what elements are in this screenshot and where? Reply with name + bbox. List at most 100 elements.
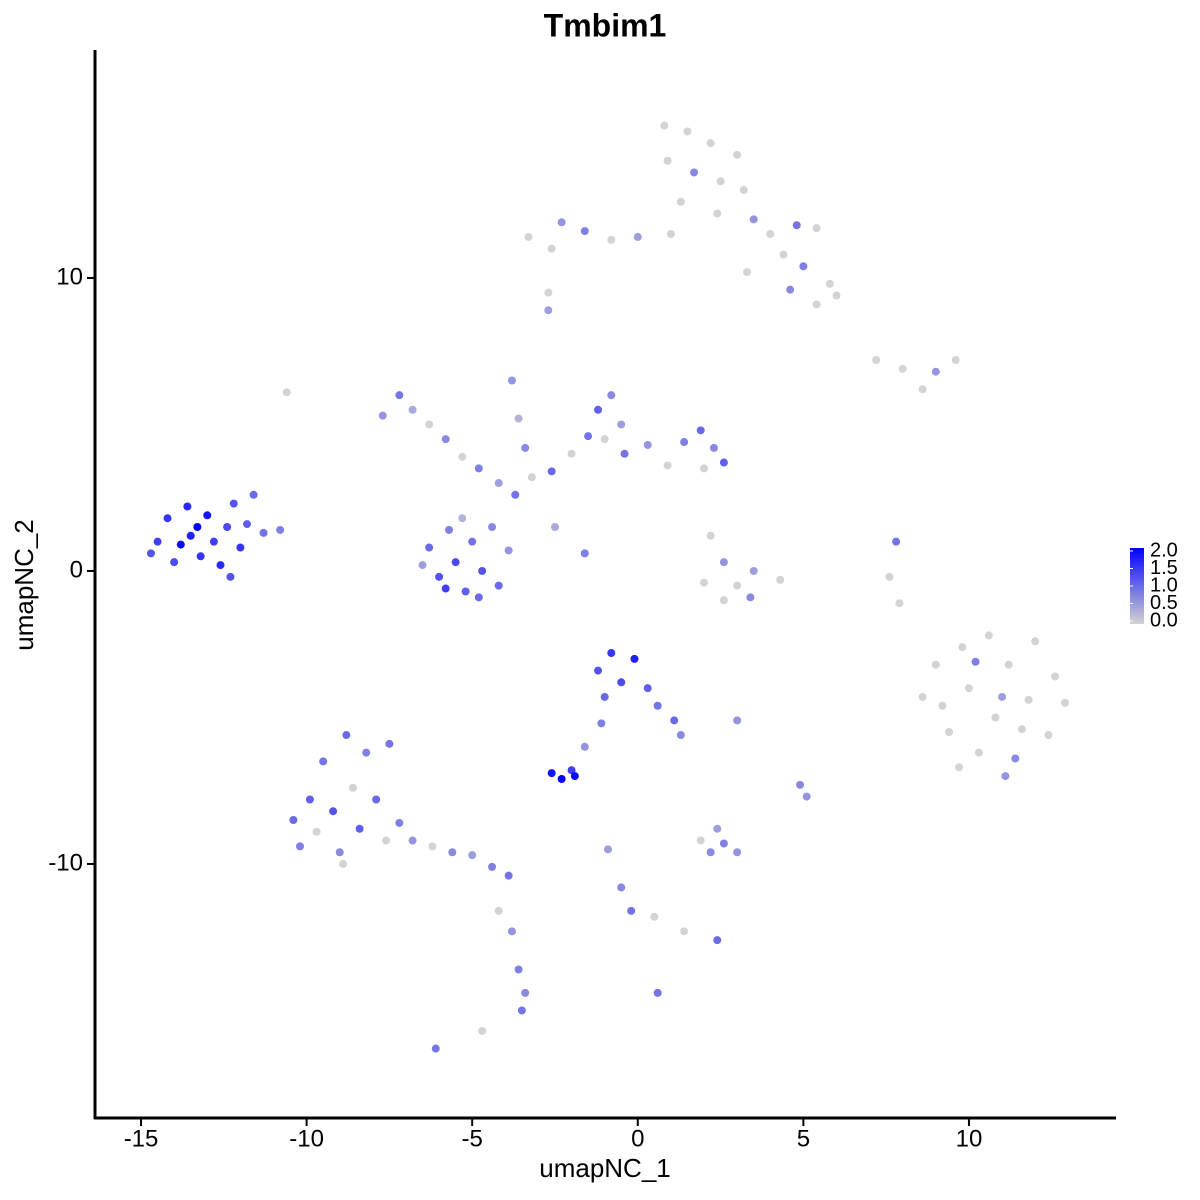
point	[676, 731, 685, 740]
x-tick-label: -5	[462, 1125, 483, 1152]
point	[733, 150, 742, 159]
point	[339, 859, 348, 868]
point	[984, 631, 993, 640]
point	[676, 197, 685, 206]
point	[428, 842, 437, 851]
point	[319, 757, 328, 766]
point	[872, 355, 881, 364]
point	[547, 467, 556, 476]
point	[236, 543, 245, 552]
point	[951, 355, 960, 364]
point	[719, 458, 728, 467]
x-tick-label: -10	[289, 1125, 324, 1152]
point	[706, 139, 715, 148]
point	[796, 780, 805, 789]
point	[468, 537, 477, 546]
point	[709, 443, 718, 452]
point	[203, 511, 212, 520]
point	[931, 367, 940, 376]
point	[372, 795, 381, 804]
point	[305, 795, 314, 804]
point	[342, 731, 351, 740]
point	[435, 572, 444, 581]
point	[719, 596, 728, 605]
point	[451, 558, 460, 567]
point	[312, 827, 321, 836]
point	[812, 224, 821, 233]
point	[507, 927, 516, 936]
point	[607, 391, 616, 400]
point	[494, 581, 503, 590]
point	[700, 464, 709, 473]
point	[971, 657, 980, 666]
point	[580, 549, 589, 558]
point	[683, 127, 692, 136]
point	[600, 435, 609, 444]
x-axis-title: umapNC_1	[539, 1153, 671, 1183]
point	[716, 177, 725, 186]
colorbar-label: 1.0	[1150, 574, 1178, 596]
point	[425, 543, 434, 552]
point	[733, 581, 742, 590]
x-tick-label: 0	[631, 1125, 644, 1152]
point	[385, 739, 394, 748]
point	[395, 391, 404, 400]
point	[153, 537, 162, 546]
y-tick-label: -10	[48, 849, 83, 876]
point	[458, 452, 467, 461]
point	[441, 435, 450, 444]
point	[885, 572, 894, 581]
point	[362, 748, 371, 757]
point	[660, 121, 669, 130]
point	[395, 818, 404, 827]
point	[766, 230, 775, 239]
point	[448, 848, 457, 857]
point	[544, 288, 553, 297]
point	[511, 490, 520, 499]
point	[441, 584, 450, 593]
point	[504, 546, 513, 555]
point	[488, 523, 497, 532]
point	[494, 479, 503, 488]
point	[295, 842, 304, 851]
point	[425, 420, 434, 429]
point	[733, 848, 742, 857]
point	[504, 871, 513, 880]
y-axis-title: umapNC_2	[9, 519, 39, 651]
point	[713, 209, 722, 218]
point	[955, 763, 964, 772]
point	[931, 660, 940, 669]
point	[580, 742, 589, 751]
point	[183, 502, 192, 511]
point	[696, 836, 705, 845]
point	[974, 748, 983, 757]
point	[964, 684, 973, 693]
point	[276, 525, 285, 534]
point	[524, 232, 533, 241]
point	[494, 906, 503, 915]
point	[617, 420, 626, 429]
point	[329, 807, 338, 816]
point	[620, 449, 629, 458]
point	[825, 279, 834, 288]
point	[746, 593, 755, 602]
point	[249, 490, 258, 499]
point	[991, 713, 1000, 722]
point	[488, 862, 497, 871]
point	[643, 684, 652, 693]
point	[226, 572, 235, 581]
point	[680, 438, 689, 447]
colorbar-label: 2.0	[1150, 539, 1178, 561]
point	[630, 654, 639, 663]
colorbar	[1130, 548, 1144, 624]
point	[431, 1044, 440, 1053]
point	[663, 156, 672, 165]
point	[779, 250, 788, 259]
point	[527, 473, 536, 482]
point	[478, 1026, 487, 1035]
point	[478, 566, 487, 575]
point	[792, 221, 801, 230]
point	[170, 558, 179, 567]
point	[938, 701, 947, 710]
point	[1011, 754, 1020, 763]
